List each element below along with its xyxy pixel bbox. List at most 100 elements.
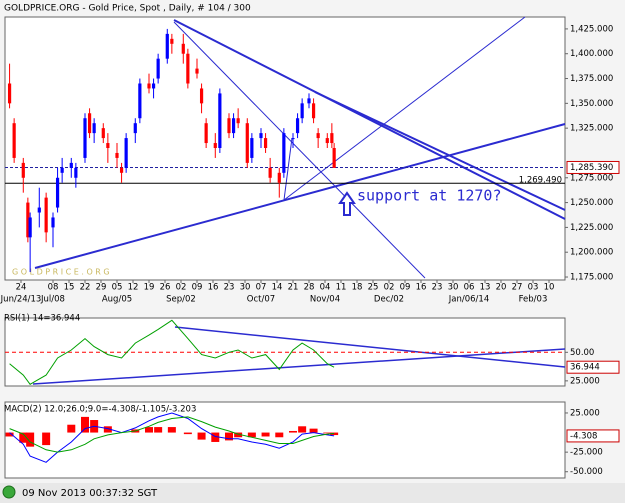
trend-line: [283, 137, 293, 201]
candle-body: [195, 68, 199, 74]
histogram-bar: [26, 432, 35, 447]
x-tick-label: 25: [368, 283, 379, 293]
candle-body: [213, 143, 217, 149]
x-tick-label: 30: [240, 283, 251, 293]
candle-body: [156, 58, 160, 79]
y-tick-label: 25.000: [570, 376, 600, 386]
candle-body: [106, 143, 110, 149]
macd-line: [9, 416, 335, 453]
histogram-bar: [81, 416, 89, 433]
candle-body: [282, 133, 286, 173]
trend-line: [173, 21, 426, 279]
histogram-bar: [225, 432, 233, 441]
watermark: G O L D P R I C E . O R G: [12, 268, 110, 277]
x-major-label: Nov/04: [310, 295, 340, 305]
y-tick-label: 1,175.000: [570, 273, 613, 283]
status-icon: [2, 485, 16, 499]
candle-body: [186, 53, 190, 84]
histogram-bar: [67, 424, 76, 433]
histogram-bar: [183, 432, 192, 435]
status-time: 09 Nov 2013 00:37:32 SGT: [22, 488, 158, 499]
candle-body: [231, 118, 236, 134]
candle-body: [21, 162, 25, 178]
y-tick-label: 1,325.000: [570, 124, 613, 134]
histogram-bar: [167, 427, 176, 433]
trend-line: [283, 16, 526, 201]
candle-body: [204, 123, 208, 144]
x-tick-label: 26: [160, 283, 171, 293]
x-tick-label: 03: [528, 283, 539, 293]
histogram-bar: [298, 426, 307, 433]
x-tick-label: 02: [176, 283, 187, 293]
x-tick-label: 12: [128, 283, 139, 293]
y-tick-label: 1,425.000: [570, 24, 613, 34]
candle-body: [37, 207, 41, 213]
y-tick-label: 50.00: [570, 348, 594, 358]
histogram-bar: [154, 427, 163, 433]
x-tick-label: 19: [144, 283, 155, 293]
candle-body: [138, 83, 142, 119]
candle-body: [170, 38, 174, 44]
x-major-label: Feb/03: [519, 295, 548, 305]
value-box: [566, 160, 620, 174]
histogram-bar: [234, 432, 243, 438]
candle-body: [165, 33, 169, 59]
x-major-label: Jul/08: [40, 295, 65, 305]
candle-body: [181, 43, 185, 54]
candle-body: [28, 217, 32, 238]
x-tick-label: 02: [384, 283, 395, 293]
x-major-label: Jun/24/13: [0, 295, 41, 305]
x-tick-label: 16: [208, 283, 219, 293]
trend-line: [314, 91, 566, 211]
histogram-bar: [145, 427, 153, 433]
candle-body: [236, 118, 240, 124]
annotation: support at 1270?: [357, 187, 502, 205]
x-tick-label: 11: [336, 283, 347, 293]
trend-line: [173, 19, 566, 220]
candle-body: [12, 123, 16, 158]
x-tick-label: 06: [464, 283, 475, 293]
candle-body: [101, 128, 105, 139]
x-tick-label: 23: [224, 283, 235, 293]
histogram-bar: [5, 432, 14, 437]
y-tick-label: 1,250.000: [570, 198, 613, 208]
x-tick-label: 15: [64, 283, 75, 293]
macd-line: [9, 412, 335, 463]
candle-body: [218, 93, 222, 149]
x-tick-label: 07: [256, 283, 267, 293]
histogram-bar: [309, 428, 318, 433]
candle-body: [115, 152, 119, 158]
y-tick-label: 1,350.000: [570, 99, 613, 109]
histogram-bar: [289, 430, 297, 433]
candle-body: [199, 88, 204, 104]
candle-body: [147, 83, 151, 89]
y-tick-label: -25.000: [570, 448, 603, 458]
candle-body: [263, 138, 268, 149]
candle-body: [83, 118, 87, 158]
candle-body: [7, 83, 12, 104]
histogram-bar: [197, 432, 206, 440]
candle-body: [124, 138, 128, 168]
x-tick-label: 22: [80, 283, 91, 293]
trend-line: [174, 326, 566, 368]
rsi-title: RSI(1) 14=36.944: [4, 314, 80, 324]
x-tick-label: 05: [112, 283, 123, 293]
candle-body: [245, 123, 249, 163]
x-tick-label: 16: [416, 283, 427, 293]
candle-body: [119, 167, 124, 173]
x-tick-label: 18: [352, 283, 363, 293]
x-tick-label: 27: [512, 283, 523, 293]
histogram-bar: [103, 426, 112, 433]
candle-body: [44, 197, 48, 233]
candle-body: [291, 138, 295, 140]
x-major-label: Sep/02: [166, 295, 196, 305]
candle-body: [133, 123, 137, 134]
y-tick-label: -50.000: [570, 467, 603, 477]
candle-body: [307, 98, 311, 104]
x-major-label: Jan/06/14: [448, 295, 489, 305]
x-major-label: Aug/05: [102, 295, 132, 305]
status-bar: [0, 483, 625, 503]
trend-lines: [32, 16, 566, 385]
value-box-label: 1,285.390: [570, 163, 613, 173]
